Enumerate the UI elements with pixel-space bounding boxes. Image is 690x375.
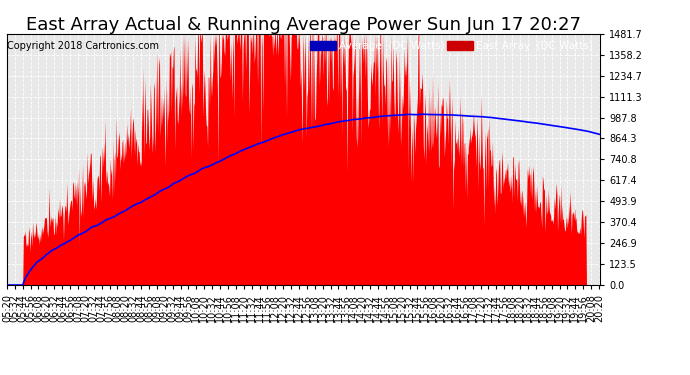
Legend: Average  (DC Watts), East Array  (DC Watts): Average (DC Watts), East Array (DC Watts… — [308, 39, 595, 53]
Text: Copyright 2018 Cartronics.com: Copyright 2018 Cartronics.com — [8, 41, 159, 51]
Title: East Array Actual & Running Average Power Sun Jun 17 20:27: East Array Actual & Running Average Powe… — [26, 16, 581, 34]
